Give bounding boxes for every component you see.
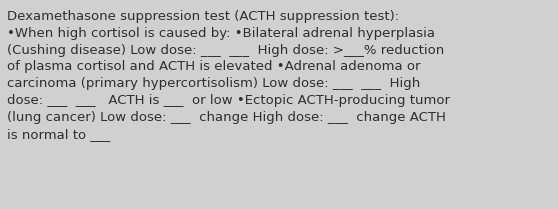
Text: Dexamethasone suppression test (ACTH suppression test):
•When high cortisol is c: Dexamethasone suppression test (ACTH sup… bbox=[7, 10, 450, 141]
